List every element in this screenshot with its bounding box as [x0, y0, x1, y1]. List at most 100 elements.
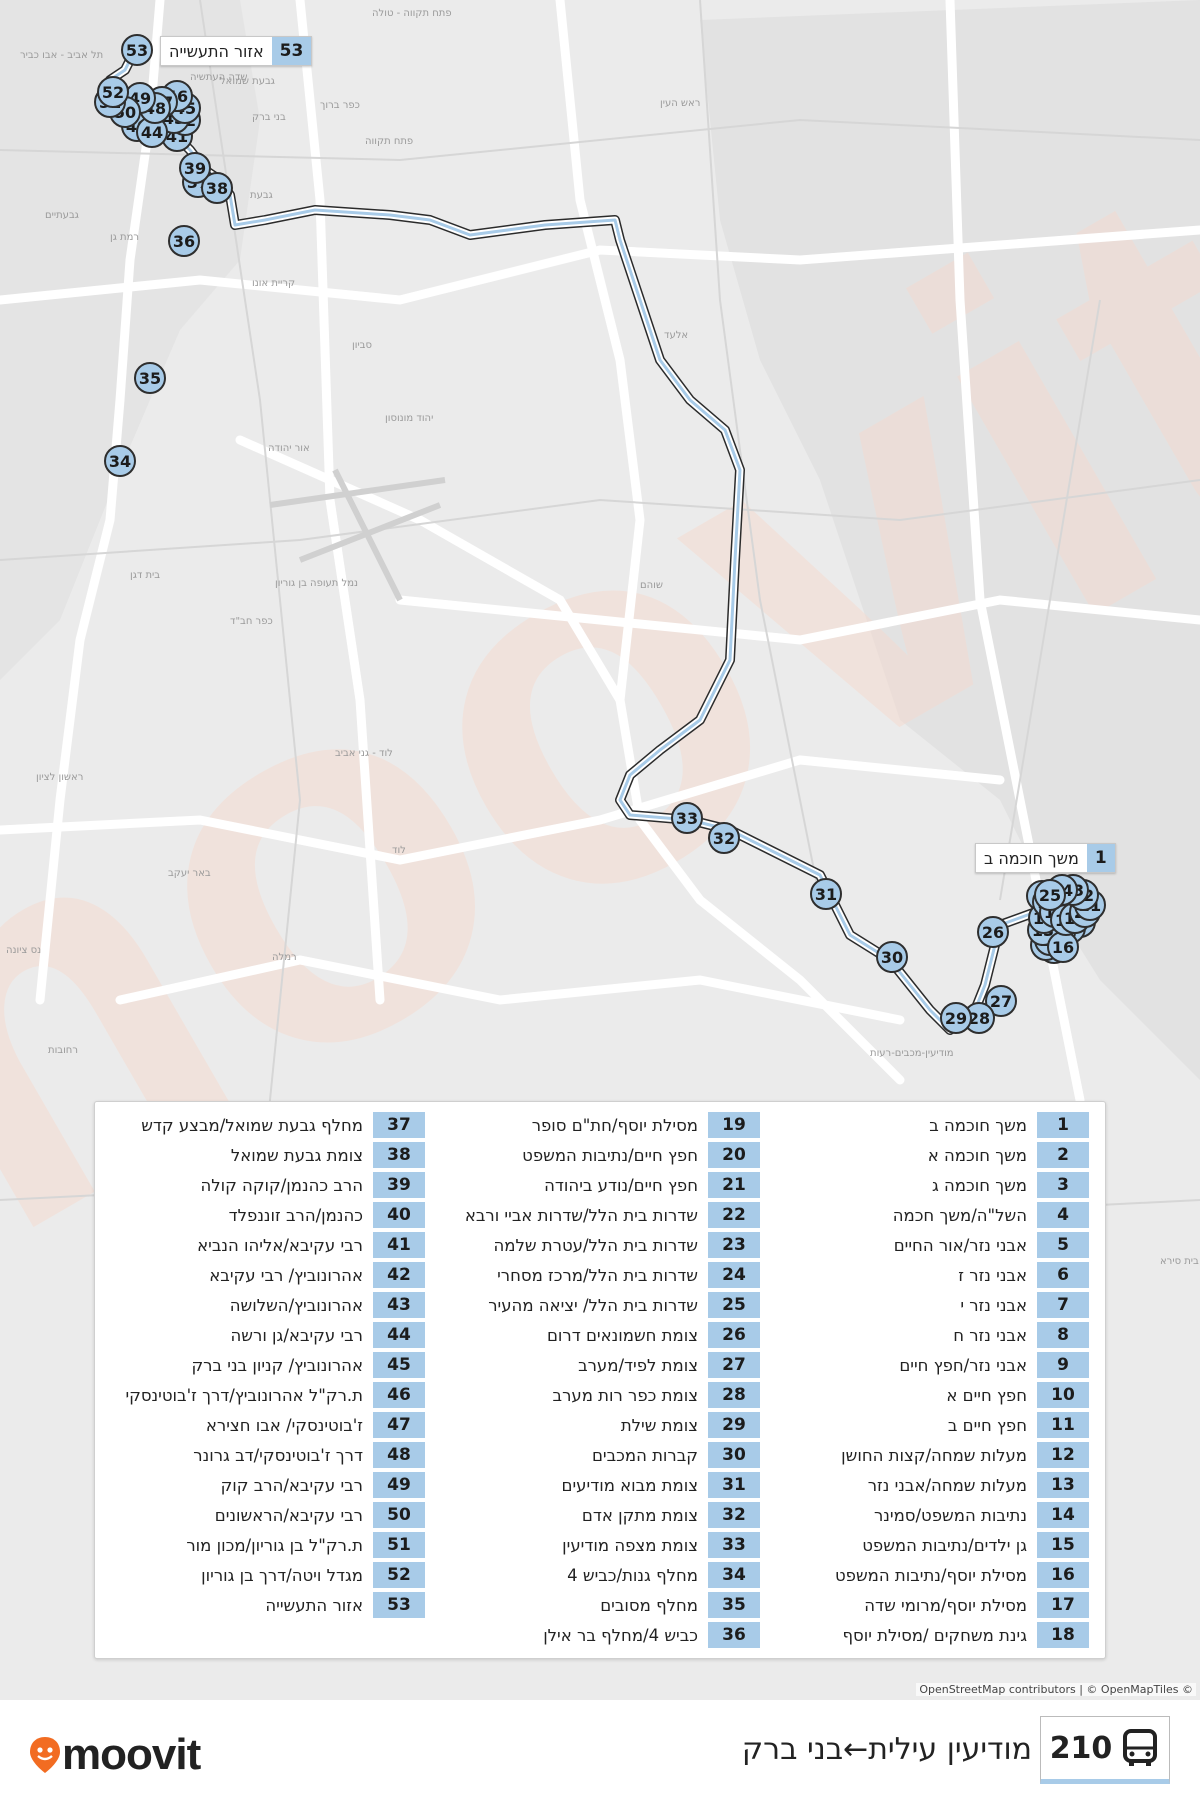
legend-row[interactable]: 49 רבי עקיבא/הרב קוק	[105, 1470, 425, 1500]
stops-legend: 1 משך חוכמה ב 2 משך חוכמה א 3 משך חוכמה ג 4 השל…	[94, 1101, 1106, 1659]
legend-stop-number: 23	[708, 1232, 760, 1258]
legend-row[interactable]: 51 ת.רק"ל בן גוריון/מכון מור	[105, 1530, 425, 1560]
legend-row[interactable]: 3 משך חוכמה ג	[769, 1170, 1089, 1200]
legend-row[interactable]: 17 מסילת יוסף/מרומי שדה	[769, 1590, 1089, 1620]
legend-stop-name: חפץ חיים א	[946, 1385, 1027, 1405]
start-callout[interactable]: 1 משך חוכמה ב	[975, 843, 1116, 873]
stop-marker[interactable]: 32	[708, 822, 740, 854]
legend-stop-name: צומת לפיד/מערב	[578, 1355, 698, 1375]
legend-stop-number: 21	[708, 1172, 760, 1198]
legend-row[interactable]: 21 חפץ חיים/נודע ביהודה	[440, 1170, 760, 1200]
legend-stop-name: אבני נזר ח	[953, 1325, 1027, 1345]
legend-stop-number: 29	[708, 1412, 760, 1438]
end-callout[interactable]: 53 אזור התעשייה	[160, 36, 313, 66]
legend-row[interactable]: 30 קברות המכבים	[440, 1440, 760, 1470]
legend-row[interactable]: 45 אהרונוביץ/ קניון בני ברק	[105, 1350, 425, 1380]
legend-row[interactable]: 20 חפץ חיים/נתיבות המשפט	[440, 1140, 760, 1170]
legend-row[interactable]: 40 כהנמן/הרב זוננפלד	[105, 1200, 425, 1230]
legend-stop-name: מעלות שמחה/אבני נזר	[867, 1475, 1027, 1495]
stop-marker[interactable]: 31	[810, 878, 842, 910]
stop-marker[interactable]: 29	[940, 1002, 972, 1034]
stop-marker[interactable]: 52	[97, 76, 129, 108]
legend-row[interactable]: 16 מסילת יוסף/נתיבות המשפט	[769, 1560, 1089, 1590]
legend-row[interactable]: 31 צומת מבוא מודיעים	[440, 1470, 760, 1500]
legend-row[interactable]: 52 מגדל ויטה/דרך בן גוריון	[105, 1560, 425, 1590]
town-label: באר יעקב	[168, 868, 211, 879]
legend-stop-name: אהרונוביץ/השלושה	[229, 1295, 363, 1315]
legend-row[interactable]: 50 רבי עקיבא/הראשונים	[105, 1500, 425, 1530]
legend-row[interactable]: 23 שדרות בית הלל/עטרת שלמה	[440, 1230, 760, 1260]
legend-row[interactable]: 37 מחלף גבעת שמואל/מבצע קדש	[105, 1110, 425, 1140]
legend-stop-name: שדרות בית הלל/מרכז מסחרי	[497, 1265, 698, 1285]
legend-stop-number: 22	[708, 1202, 760, 1228]
legend-row[interactable]: 48 דרך ז'בוטינסקי/דב גרונר	[105, 1440, 425, 1470]
legend-row[interactable]: 12 מעלות שמחה/קצות החושן	[769, 1440, 1089, 1470]
legend-row[interactable]: 7 אבני נזר י	[769, 1290, 1089, 1320]
legend-row[interactable]: 6 אבני נזר ז	[769, 1260, 1089, 1290]
legend-row[interactable]: 36 כביש 4/מחלף בר אילן	[440, 1620, 760, 1650]
legend-stop-name: קברות המכבים	[591, 1445, 698, 1465]
legend-row[interactable]: 34 מחלף גנות/כביש 4	[440, 1560, 760, 1590]
stop-marker[interactable]: 16	[1047, 931, 1079, 963]
stop-marker[interactable]: 36	[168, 225, 200, 257]
legend-row[interactable]: 10 חפץ חיים א	[769, 1380, 1089, 1410]
legend-row[interactable]: 41 רבי עקיבא/אליהו הנביא	[105, 1230, 425, 1260]
route-map[interactable]: moovit פ	[0, 0, 1200, 1700]
legend-row[interactable]: 15 גן ילדים/נתיבות המשפט	[769, 1530, 1089, 1560]
stop-marker[interactable]: 27	[985, 985, 1017, 1017]
legend-row[interactable]: 22 שדרות בית הלל/שדרות אביי ורבא	[440, 1200, 760, 1230]
legend-row[interactable]: 28 צומת כפר רות מערב	[440, 1380, 760, 1410]
stop-marker[interactable]: 39	[179, 152, 211, 184]
legend-row[interactable]: 11 חפץ חיים ב	[769, 1410, 1089, 1440]
legend-row[interactable]: 46 ת.רק"ל אהרונוביץ/דרך ז'בוטינסקי	[105, 1380, 425, 1410]
legend-row[interactable]: 38 צומת גבעת שמואל	[105, 1140, 425, 1170]
legend-stop-number: 17	[1037, 1592, 1089, 1618]
legend-row[interactable]: 18 גינת משחקים /מסילת יוסף	[769, 1620, 1089, 1650]
legend-row[interactable]: 32 צומת מתקן אדם	[440, 1500, 760, 1530]
legend-row[interactable]: 13 מעלות שמחה/אבני נזר	[769, 1470, 1089, 1500]
moovit-logo[interactable]: moovit	[28, 1730, 201, 1780]
legend-row[interactable]: 47 ז'בוטינסקי/ אבו חצירא	[105, 1410, 425, 1440]
legend-row[interactable]: 9 אבני נזר/חפץ חיים	[769, 1350, 1089, 1380]
legend-row[interactable]: 1 משך חוכמה ב	[769, 1110, 1089, 1140]
legend-stop-name: אבני נזר י	[960, 1295, 1027, 1315]
route-badge[interactable]: 210	[1040, 1716, 1170, 1784]
legend-stop-name: צומת מצפה מודיעין	[562, 1535, 698, 1555]
legend-row[interactable]: 19 מסילת יוסף/חת"ם סופר	[440, 1110, 760, 1140]
legend-row[interactable]: 25 שדרות בית הלל/ יציאה מהעיר	[440, 1290, 760, 1320]
legend-stop-number: 35	[708, 1592, 760, 1618]
legend-stop-number: 1	[1037, 1112, 1089, 1138]
map-attribution[interactable]: OpenStreetMap contributors | © OpenMapTi…	[916, 1683, 1196, 1696]
stop-marker[interactable]: 35	[134, 362, 166, 394]
legend-stop-name: כביש 4/מחלף בר אילן	[543, 1625, 698, 1645]
stop-marker[interactable]: 34	[104, 445, 136, 477]
legend-row[interactable]: 33 צומת מצפה מודיעין	[440, 1530, 760, 1560]
legend-row[interactable]: 44 רבי עקיבא/גן ורשה	[105, 1320, 425, 1350]
legend-stop-number: 10	[1037, 1382, 1089, 1408]
legend-row[interactable]: 42 אהרונוביץ/ רבי עקיבא	[105, 1260, 425, 1290]
legend-row[interactable]: 43 אהרונוביץ/השלושה	[105, 1290, 425, 1320]
legend-row[interactable]: 26 צומת חשמונאים דרום	[440, 1320, 760, 1350]
legend-row[interactable]: 53 אזור התעשייה	[105, 1590, 425, 1620]
legend-row[interactable]: 14 נתיבות המשפט/סמינר	[769, 1500, 1089, 1530]
town-label: ראשון לציון	[36, 772, 84, 783]
legend-row[interactable]: 39 הרב כהנמן/קוקה קולה	[105, 1170, 425, 1200]
town-label: ראש העין	[660, 98, 701, 109]
stop-marker[interactable]: 53	[121, 34, 153, 66]
legend-row[interactable]: 35 מחלף מסובים	[440, 1590, 760, 1620]
stop-marker[interactable]: 30	[876, 941, 908, 973]
legend-stop-number: 12	[1037, 1442, 1089, 1468]
stop-marker[interactable]: 25	[1034, 879, 1066, 911]
legend-stop-number: 37	[373, 1112, 425, 1138]
legend-row[interactable]: 4 השל"ה/משך חכמה	[769, 1200, 1089, 1230]
town-label: גבעת	[250, 190, 273, 201]
legend-row[interactable]: 8 אבני נזר ח	[769, 1320, 1089, 1350]
town-label: יהוד מונוסון	[385, 413, 434, 424]
legend-row[interactable]: 24 שדרות בית הלל/מרכז מסחרי	[440, 1260, 760, 1290]
stop-marker[interactable]: 33	[671, 802, 703, 834]
legend-row[interactable]: 27 צומת לפיד/מערב	[440, 1350, 760, 1380]
legend-row[interactable]: 5 אבני נזר/אור החיים	[769, 1230, 1089, 1260]
legend-row[interactable]: 2 משך חוכמה א	[769, 1140, 1089, 1170]
stop-marker[interactable]: 26	[977, 916, 1009, 948]
legend-row[interactable]: 29 צומת שילת	[440, 1410, 760, 1440]
